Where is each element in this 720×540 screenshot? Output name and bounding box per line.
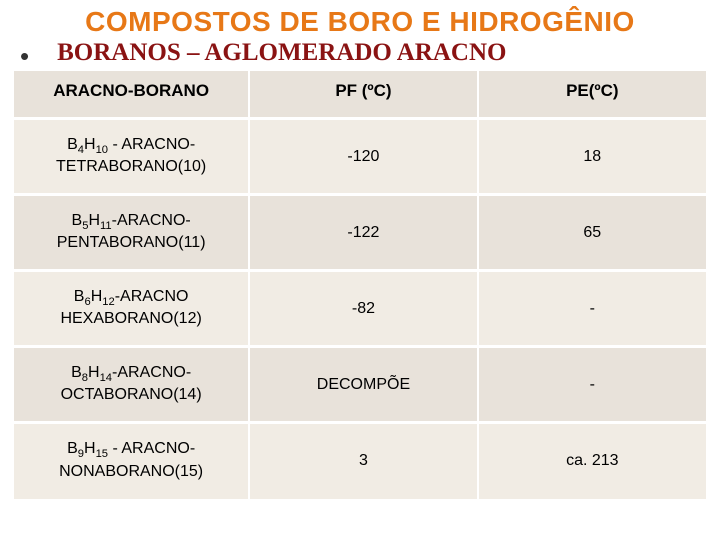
cell-pe: 65 [478,195,706,271]
cell-pf: 3 [249,423,477,499]
bullet-icon: • [20,43,29,69]
table-header-row: ARACNO-BORANO PF (ºC) PE(ºC) [14,71,706,119]
cell-compound: B8H14-ARACNO-OCTABORANO(14) [14,347,249,423]
cell-pe: 18 [478,119,706,195]
cell-pf: -82 [249,271,477,347]
cell-compound: B6H12-ARACNO HEXABORANO(12) [14,271,249,347]
cell-compound: B5H11-ARACNO-PENTABORANO(11) [14,195,249,271]
table-row: B4H10 - ARACNO-TETRABORANO(10)-12018 [14,119,706,195]
header-pe: PE(ºC) [478,71,706,119]
subtitle-row: • BORANOS – AGLOMERADO ARACNO [14,39,706,69]
cell-compound: B4H10 - ARACNO-TETRABORANO(10) [14,119,249,195]
cell-compound: B9H15 - ARACNO-NONABORANO(15) [14,423,249,499]
cell-pe: ca. 213 [478,423,706,499]
table-row: B9H15 - ARACNO-NONABORANO(15)3ca. 213 [14,423,706,499]
cell-pf: -120 [249,119,477,195]
table-row: B8H14-ARACNO-OCTABORANO(14)DECOMPÕE- [14,347,706,423]
cell-pf: -122 [249,195,477,271]
table-row: B5H11-ARACNO-PENTABORANO(11)-12265 [14,195,706,271]
header-pf: PF (ºC) [249,71,477,119]
subtitle: BORANOS – AGLOMERADO ARACNO [57,39,506,67]
cell-pe: - [478,271,706,347]
cell-pe: - [478,347,706,423]
slide: COMPOSTOS DE BORO E HIDROGÊNIO • BORANOS… [0,0,720,540]
header-compound: ARACNO-BORANO [14,71,249,119]
main-title: COMPOSTOS DE BORO E HIDROGÊNIO [14,6,706,38]
table-row: B6H12-ARACNO HEXABORANO(12)-82- [14,271,706,347]
borane-table: ARACNO-BORANO PF (ºC) PE(ºC) B4H10 - ARA… [14,71,706,499]
cell-pf: DECOMPÕE [249,347,477,423]
